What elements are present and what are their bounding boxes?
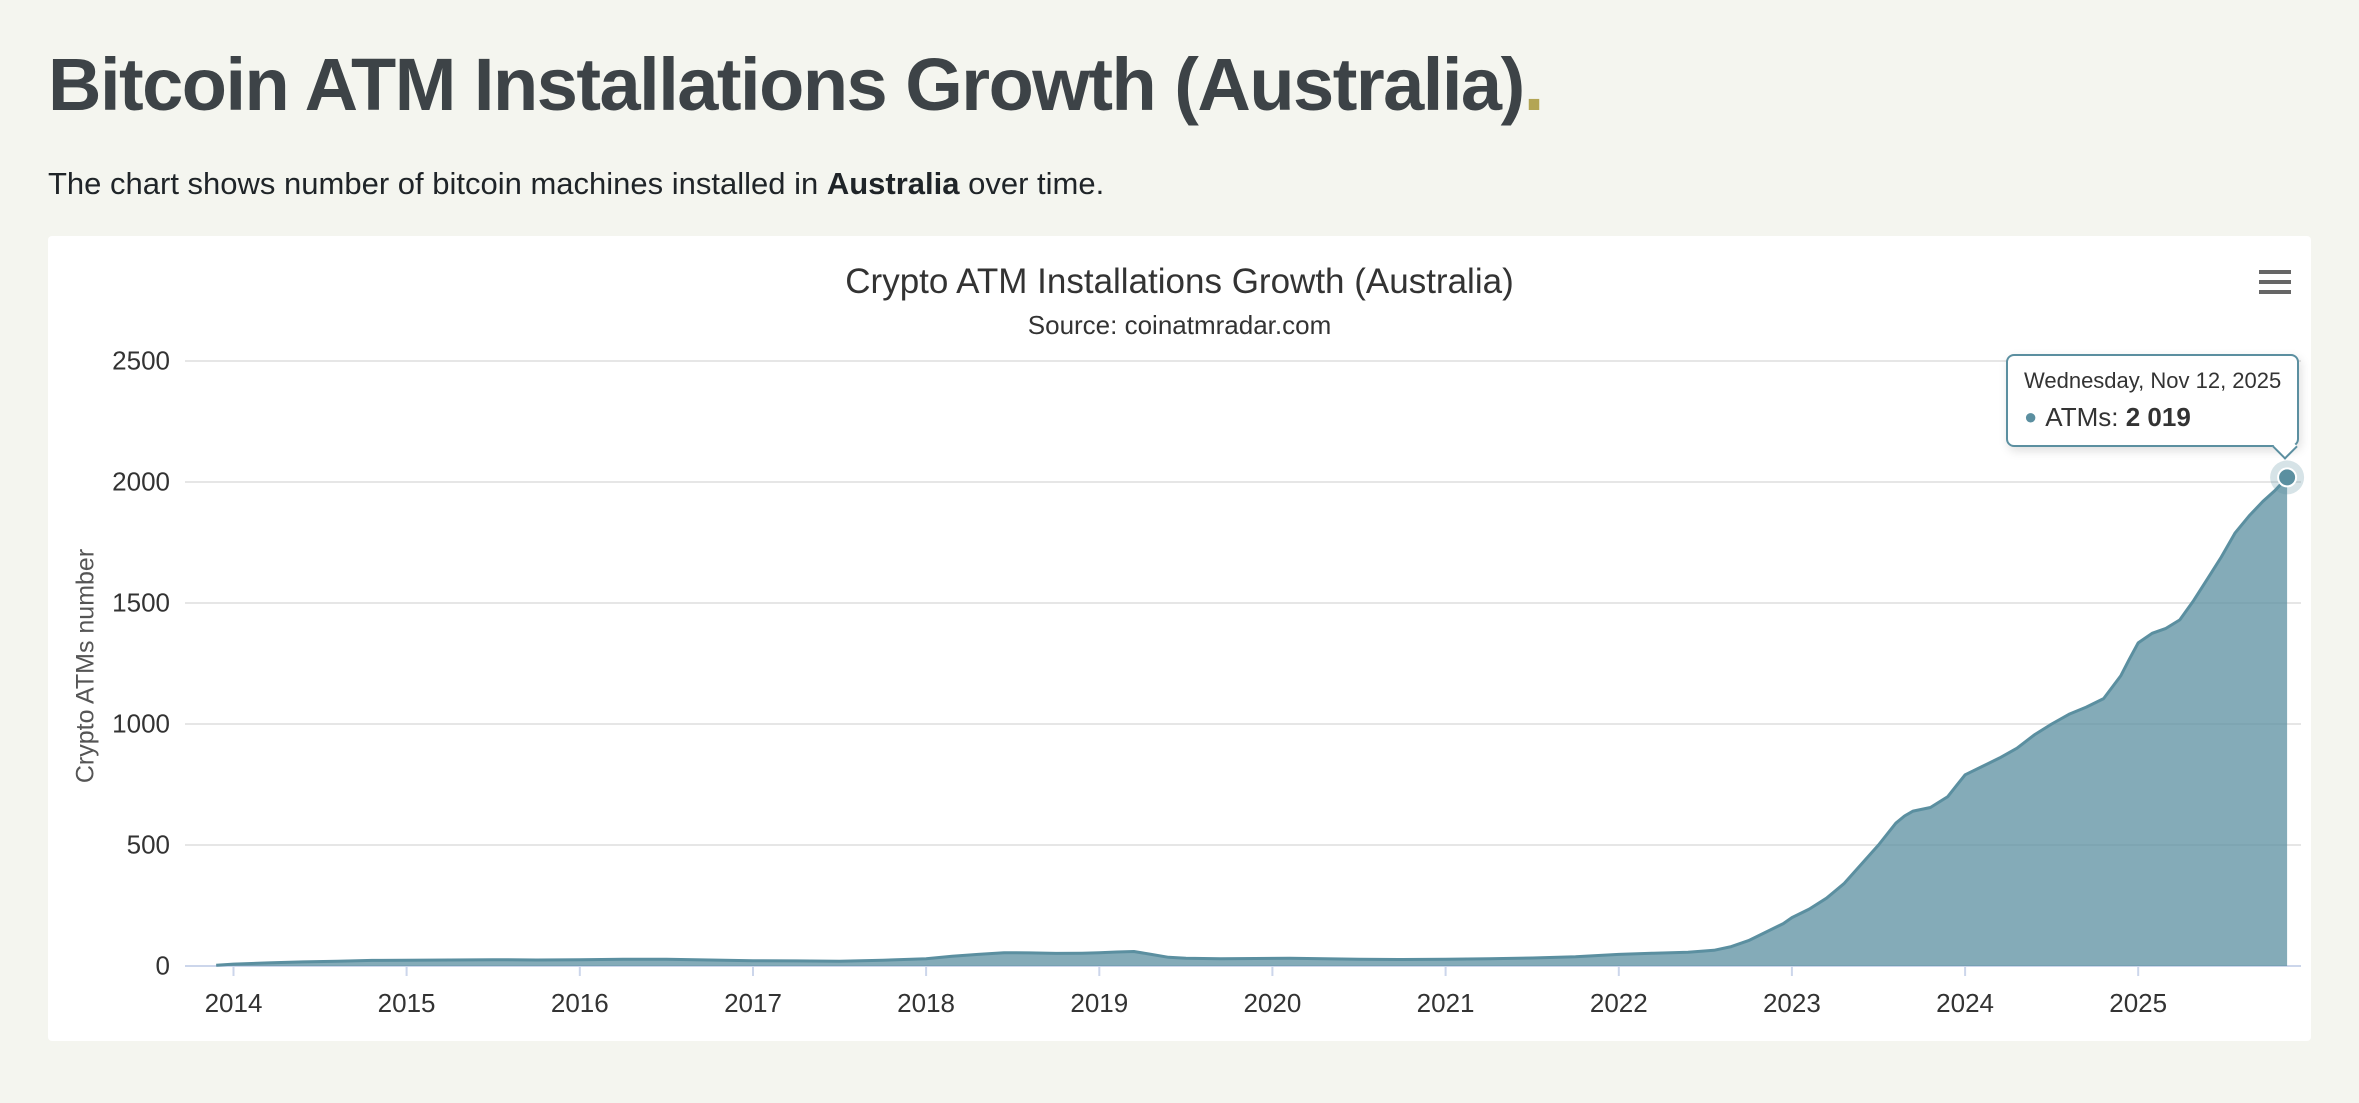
area-chart xyxy=(185,360,2305,977)
tooltip-series-label: ATMs: xyxy=(2045,402,2119,433)
page: Bitcoin ATM Installations Growth (Austra… xyxy=(48,43,2311,1042)
y-axis-title: Crypto ATMs number xyxy=(71,548,100,784)
chart-card: Crypto ATM Installations Growth (Austral… xyxy=(48,236,2311,1042)
series-line xyxy=(216,476,2289,967)
chart-source: Source: coinatmradar.com xyxy=(1027,310,1332,341)
area-fill xyxy=(216,477,2288,967)
subtitle-suffix: over time. xyxy=(959,165,1105,201)
page-subtitle: The chart shows number of bitcoin machin… xyxy=(48,165,2311,202)
tooltip-value: 2 019 xyxy=(2125,402,2191,433)
chart-title: Crypto ATM Installations Growth (Austral… xyxy=(845,262,1514,302)
subtitle-country: Australia xyxy=(826,165,960,201)
title-accent-dot: . xyxy=(1523,43,1545,126)
last-point-marker xyxy=(2277,467,2298,488)
series-bullet-icon: ● xyxy=(2024,404,2038,430)
page-title: Bitcoin ATM Installations Growth (Austra… xyxy=(48,43,2311,127)
hamburger-menu-icon xyxy=(2259,270,2291,295)
subtitle-prefix: The chart shows number of bitcoin machin… xyxy=(48,165,827,201)
chart-tooltip: Wednesday, Nov 12, 2025 ● ATMs: 2 019 xyxy=(2006,354,2300,460)
chart-context-menu-button[interactable] xyxy=(2249,258,2301,306)
page-title-text: Bitcoin ATM Installations Growth (Austra… xyxy=(48,43,1525,126)
tooltip-series-row: ● ATMs: 2 019 xyxy=(2024,402,2281,433)
tooltip-date: Wednesday, Nov 12, 2025 xyxy=(2024,368,2282,394)
